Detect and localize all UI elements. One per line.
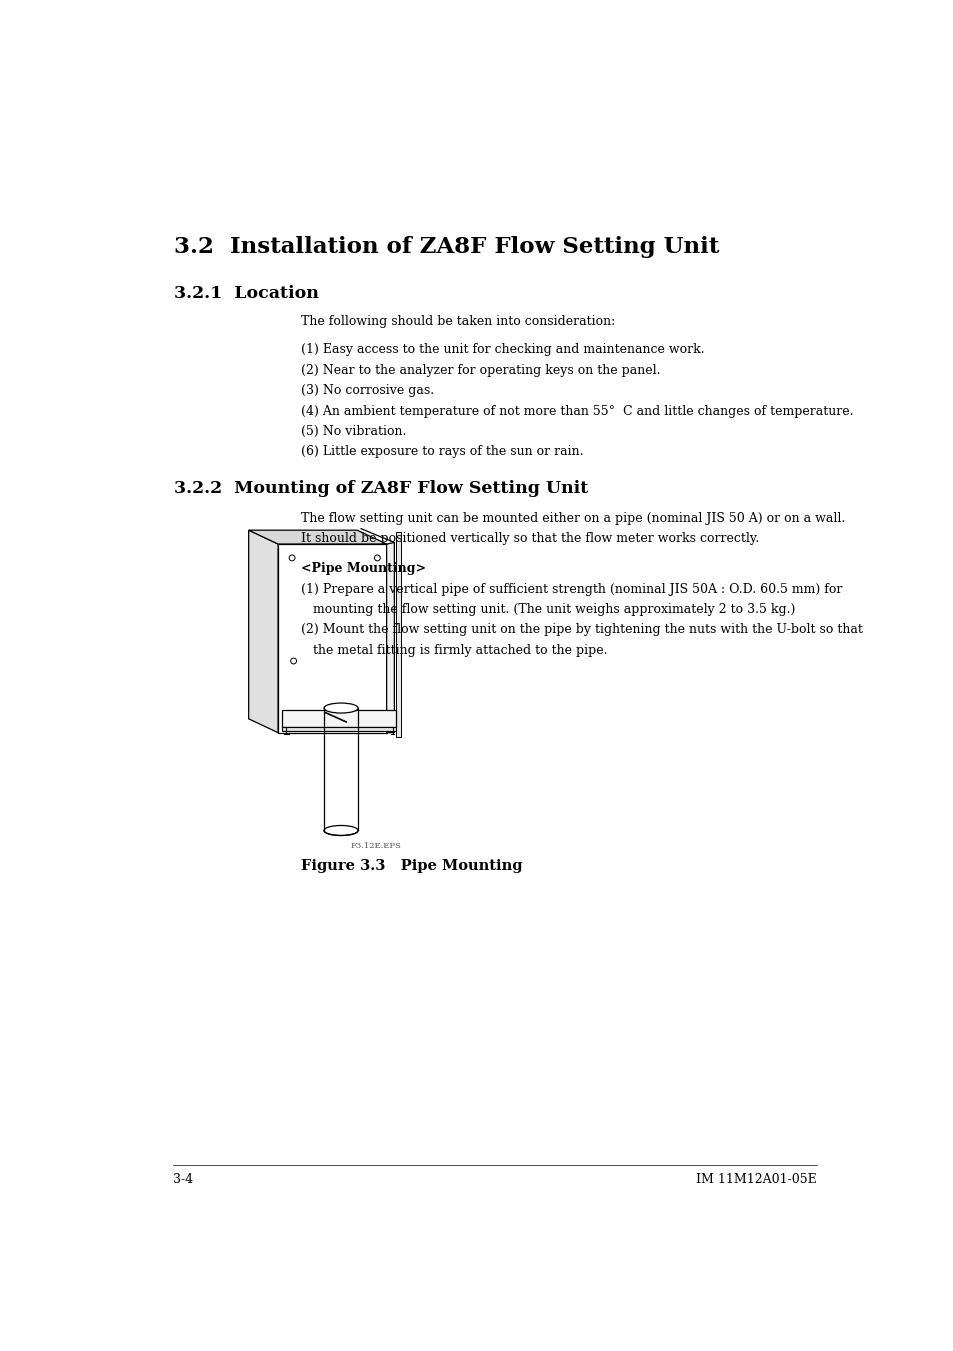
Text: 3.2.1  Location: 3.2.1 Location [173,285,318,301]
Text: (6) Little exposure to rays of the sun or rain.: (6) Little exposure to rays of the sun o… [301,446,583,458]
Text: mounting the flow setting unit. (The unit weighs approximately 2 to 3.5 kg.): mounting the flow setting unit. (The uni… [313,603,795,616]
Text: It should be positioned vertically so that the flow meter works correctly.: It should be positioned vertically so th… [301,532,759,546]
Polygon shape [395,532,401,736]
Text: F3.12E.EPS: F3.12E.EPS [350,842,401,850]
Text: (1) Easy access to the unit for checking and maintenance work.: (1) Easy access to the unit for checking… [301,343,704,357]
Text: IM 11M12A01-05E: IM 11M12A01-05E [696,1173,816,1186]
Text: Figure 3.3   Pipe Mounting: Figure 3.3 Pipe Mounting [301,859,522,873]
Polygon shape [249,530,278,732]
Text: 3.2  Installation of ZA8F Flow Setting Unit: 3.2 Installation of ZA8F Flow Setting Un… [173,236,719,258]
Polygon shape [282,727,395,731]
Text: (3) No corrosive gas.: (3) No corrosive gas. [301,384,434,397]
Text: 3.2.2  Mounting of ZA8F Flow Setting Unit: 3.2.2 Mounting of ZA8F Flow Setting Unit [173,480,587,497]
Text: <Pipe Mounting>: <Pipe Mounting> [301,562,426,576]
Ellipse shape [324,825,357,835]
Text: the metal fitting is firmly attached to the pipe.: the metal fitting is firmly attached to … [313,644,607,657]
Polygon shape [278,544,386,732]
Text: The flow setting unit can be mounted either on a pipe (nominal JIS 50 A) or on a: The flow setting unit can be mounted eit… [301,512,844,526]
Text: (5) No vibration.: (5) No vibration. [301,426,406,438]
Text: The following should be taken into consideration:: The following should be taken into consi… [301,315,615,328]
Text: 3-4: 3-4 [173,1173,193,1186]
Text: (4) An ambient temperature of not more than 55°  C and little changes of tempera: (4) An ambient temperature of not more t… [301,405,853,417]
Polygon shape [249,530,386,544]
Ellipse shape [324,703,357,713]
Text: (1) Prepare a vertical pipe of sufficient strength (nominal JIS 50A : O.D. 60.5 : (1) Prepare a vertical pipe of sufficien… [301,582,841,596]
Text: (2) Mount the flow setting unit on the pipe by tightening the nuts with the U-bo: (2) Mount the flow setting unit on the p… [301,623,862,636]
Polygon shape [282,709,395,727]
Text: (2) Near to the analyzer for operating keys on the panel.: (2) Near to the analyzer for operating k… [301,363,660,377]
Polygon shape [386,543,394,732]
